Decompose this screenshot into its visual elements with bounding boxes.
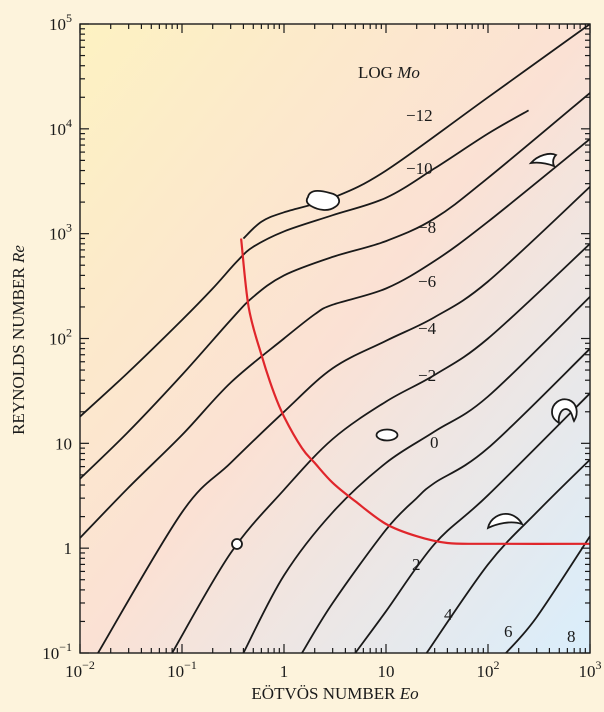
curve-label-neg6: −6 [418,272,436,291]
mo-curve-8 [505,535,590,653]
mo-curve-neg8 [80,92,590,480]
mo-curve-neg6 [80,138,590,539]
y-tick-label: 102 [49,326,72,349]
skirted-cap-bubble-icon [486,513,524,530]
wobbling-bubble-icon [305,189,341,211]
x-tick-label: 10−2 [65,658,95,681]
spherical-bubble-icon [231,538,243,550]
mo-curve-4 [354,392,590,653]
bubble-shapes [231,152,578,550]
mo-curve-0 [242,296,590,653]
mo-curve-neg2 [171,243,590,653]
curve-label-8: 8 [567,627,576,646]
y-tick-label: 1 [64,539,73,558]
regime-boundary [240,238,590,545]
mo-curve-2 [301,348,590,653]
x-axis-title: EÖTVÖS NUMBER Eo [251,684,418,703]
x-tick-label: 10−1 [167,658,197,681]
y-tick-label: 105 [49,11,72,34]
x-tick-label: 103 [579,658,602,681]
mo-curve-neg10 [80,109,530,418]
curve-label-2: 2 [412,555,421,574]
x-tick-label: 10 [378,662,395,681]
ellipsoidal-bubble-icon [375,428,399,442]
mo-curves [80,24,590,653]
curve-labels: −12 −10 −8 −6 −4 −2 0 2 4 6 8 [406,106,576,646]
y-tick-label: 10−1 [42,640,72,663]
mo-curve-6 [425,458,590,653]
curve-label-neg12: −12 [406,106,433,125]
legend-title: LOG Mo [358,63,420,82]
y-axis-title: REYNOLDS NUMBER Re [9,245,28,435]
curve-label-0: 0 [430,433,439,452]
y-tick-label: 104 [49,116,72,139]
regime-boundary-curve [240,238,590,545]
y-tick-labels: 10−1 1 10 102 103 104 105 [42,11,72,663]
curve-label-neg10: −10 [406,159,433,178]
x-tick-label: 1 [280,662,289,681]
curve-label-neg2: −2 [418,366,436,385]
plot-background [80,24,590,653]
y-tick-label: 10 [55,434,72,453]
curve-label-neg8: −8 [418,218,436,237]
spherical-cap-bubble-icon [528,152,558,168]
curve-label-4: 4 [444,605,453,624]
curve-label-6: 6 [504,622,513,641]
dimpled-cap-bubble-icon [551,398,578,425]
mo-curve-neg12 [242,24,590,240]
curve-label-neg4: −4 [418,319,437,338]
y-tick-label: 103 [49,221,72,244]
x-tick-labels: 10−2 10−1 1 10 102 103 [65,658,601,681]
mo-curve-neg4 [97,186,590,653]
x-tick-label: 102 [477,658,500,681]
axis-ticks [79,23,591,654]
